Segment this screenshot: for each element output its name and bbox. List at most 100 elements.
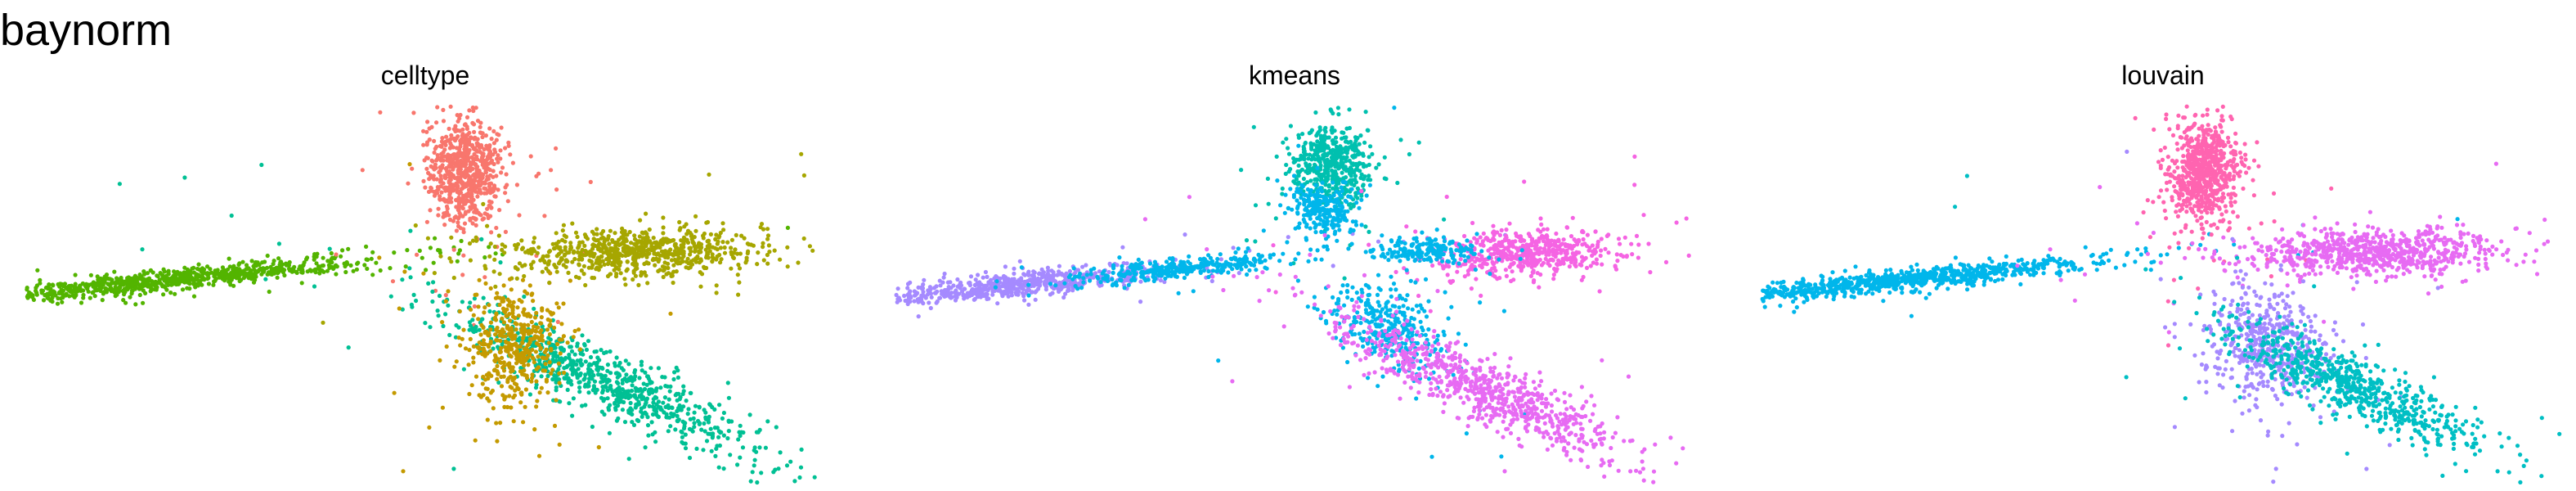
scatter-point bbox=[420, 255, 424, 260]
scatter-point bbox=[534, 379, 539, 384]
scatter-point bbox=[476, 317, 481, 322]
scatter-point bbox=[602, 397, 607, 402]
scatter-point bbox=[480, 381, 485, 386]
scatter-point bbox=[480, 131, 485, 136]
scatter-point bbox=[1236, 271, 1241, 276]
scatter-point bbox=[653, 388, 658, 393]
scatter-point bbox=[1442, 217, 1447, 222]
scatter-point bbox=[526, 322, 531, 327]
scatter-point bbox=[470, 318, 475, 322]
scatter-point bbox=[665, 240, 670, 245]
scatter-point bbox=[1084, 263, 1088, 268]
scatter-point bbox=[600, 366, 605, 371]
scatter-point bbox=[1300, 132, 1305, 137]
scatter-point bbox=[766, 243, 772, 248]
scatter-point bbox=[592, 251, 597, 256]
scatter-point bbox=[148, 289, 153, 294]
scatter-point bbox=[457, 191, 462, 196]
scatter-point bbox=[563, 376, 568, 381]
scatter-point bbox=[1214, 260, 1219, 265]
scatter-point bbox=[513, 321, 518, 326]
scatter-point bbox=[596, 444, 601, 450]
scatter-point bbox=[1296, 169, 1301, 175]
scatter-point bbox=[608, 385, 613, 390]
scatter-point bbox=[61, 295, 65, 300]
scatter-point bbox=[101, 290, 106, 295]
scatter-point bbox=[100, 298, 105, 303]
scatter-point bbox=[540, 308, 545, 313]
scatter-point bbox=[259, 272, 264, 277]
scatter-point bbox=[477, 277, 482, 282]
scatter-point bbox=[451, 466, 456, 471]
cluster-0-3 bbox=[321, 151, 815, 325]
scatter-point bbox=[431, 260, 436, 265]
scatter-point bbox=[1174, 265, 1178, 270]
scatter-point bbox=[1253, 239, 1258, 244]
scatter-point bbox=[640, 231, 646, 236]
scatter-point bbox=[362, 263, 367, 268]
scatter-point bbox=[449, 133, 454, 137]
scatter-point bbox=[644, 273, 648, 278]
scatter-point bbox=[927, 287, 932, 292]
scatter-point bbox=[1363, 224, 1368, 229]
scatter-point bbox=[461, 367, 467, 372]
scatter-point bbox=[461, 327, 466, 332]
scatter-point bbox=[603, 377, 608, 382]
scatter-point bbox=[1293, 257, 1298, 262]
scatter-point bbox=[600, 242, 605, 248]
scatter-point bbox=[374, 260, 379, 265]
scatter-point bbox=[465, 142, 470, 146]
scatter-point bbox=[1026, 302, 1031, 307]
scatter-point bbox=[486, 188, 491, 193]
scatter-point bbox=[433, 236, 438, 241]
scatter-point bbox=[714, 291, 719, 295]
scatter-point bbox=[661, 225, 666, 230]
scatter-point bbox=[455, 259, 460, 264]
scatter-point bbox=[1070, 277, 1075, 282]
scatter-point bbox=[534, 367, 539, 372]
scatter-point bbox=[95, 274, 100, 279]
scatter-point bbox=[1102, 277, 1107, 282]
scatter-point bbox=[86, 283, 91, 288]
scatter-point bbox=[554, 388, 559, 393]
scatter-point bbox=[631, 422, 637, 428]
scatter-point bbox=[482, 186, 487, 191]
scatter-point bbox=[252, 267, 257, 272]
scatter-point bbox=[268, 272, 273, 277]
scatter-point bbox=[719, 257, 724, 262]
scatter-point bbox=[345, 261, 350, 267]
scatter-point bbox=[589, 265, 595, 270]
scatter-point bbox=[531, 240, 536, 245]
scatter-point bbox=[461, 253, 466, 258]
scatter-point bbox=[1012, 271, 1016, 276]
scatter-point bbox=[459, 187, 464, 191]
scatter-point bbox=[532, 315, 538, 320]
scatter-point bbox=[1045, 265, 1050, 270]
scatter-point bbox=[586, 380, 591, 385]
scatter-point bbox=[959, 289, 965, 294]
scatter-point bbox=[740, 445, 746, 450]
scatter-point bbox=[540, 355, 545, 360]
scatter-point bbox=[510, 378, 515, 383]
scatter-point bbox=[558, 399, 563, 404]
scatter-point bbox=[1239, 267, 1244, 272]
scatter-point bbox=[455, 113, 460, 118]
scatter-point bbox=[1088, 272, 1093, 277]
scatter-point bbox=[447, 164, 451, 169]
scatter-point bbox=[1236, 246, 1241, 251]
scatter-point bbox=[509, 405, 514, 410]
scatter-point bbox=[439, 155, 444, 160]
scatter-point bbox=[441, 214, 446, 219]
scatter-point bbox=[607, 430, 613, 435]
scatter-point bbox=[761, 241, 765, 246]
scatter-point bbox=[618, 259, 623, 265]
scatter-point bbox=[515, 241, 521, 247]
scatter-point bbox=[454, 197, 459, 202]
scatter-point bbox=[1183, 266, 1187, 271]
panel-kmeans bbox=[894, 106, 1691, 484]
scatter-point bbox=[527, 283, 532, 288]
cluster-0-0 bbox=[25, 225, 791, 307]
scatter-point bbox=[207, 271, 212, 276]
scatter-point bbox=[1215, 265, 1220, 270]
scatter-point bbox=[1362, 140, 1367, 145]
